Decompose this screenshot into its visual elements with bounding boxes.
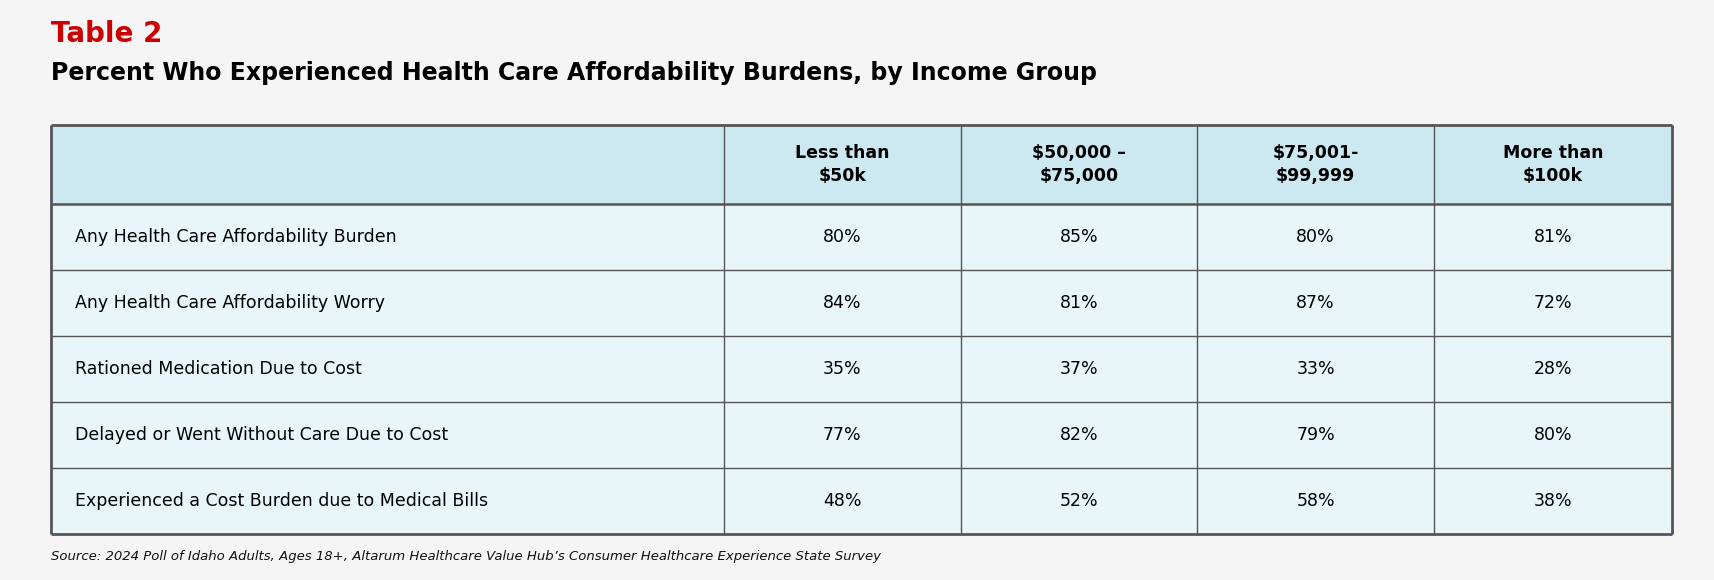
Text: Table 2: Table 2 — [51, 20, 163, 48]
Text: 80%: 80% — [1296, 229, 1333, 246]
Text: Percent Who Experienced Health Care Affordability Burdens, by Income Group: Percent Who Experienced Health Care Affo… — [51, 61, 1097, 85]
Text: 37%: 37% — [1059, 360, 1097, 378]
Text: 80%: 80% — [1532, 426, 1572, 444]
Bar — [51, 270, 1671, 336]
Text: More than
$100k: More than $100k — [1501, 144, 1603, 184]
Text: 77%: 77% — [823, 426, 860, 444]
Text: Source: 2024 Poll of Idaho Adults, Ages 18+, Altarum Healthcare Value Hub’s Cons: Source: 2024 Poll of Idaho Adults, Ages … — [51, 550, 881, 563]
Text: Any Health Care Affordability Worry: Any Health Care Affordability Worry — [75, 294, 386, 312]
Text: Less than
$50k: Less than $50k — [795, 144, 890, 184]
Text: 33%: 33% — [1296, 360, 1333, 378]
Text: $50,000 –
$75,000: $50,000 – $75,000 — [1032, 144, 1124, 184]
Text: $75,001-
$99,999: $75,001- $99,999 — [1272, 144, 1357, 184]
Text: 87%: 87% — [1296, 294, 1333, 312]
Text: 81%: 81% — [1532, 229, 1572, 246]
Bar — [51, 467, 1671, 534]
Text: 72%: 72% — [1532, 294, 1572, 312]
Text: 52%: 52% — [1059, 492, 1097, 510]
Text: Experienced a Cost Burden due to Medical Bills: Experienced a Cost Burden due to Medical… — [75, 492, 488, 510]
Bar — [51, 125, 1671, 204]
Text: 81%: 81% — [1059, 294, 1097, 312]
Text: 58%: 58% — [1296, 492, 1333, 510]
Text: 80%: 80% — [823, 229, 860, 246]
Text: 48%: 48% — [823, 492, 860, 510]
Text: Any Health Care Affordability Burden: Any Health Care Affordability Burden — [75, 229, 398, 246]
Text: 84%: 84% — [823, 294, 860, 312]
Text: Rationed Medication Due to Cost: Rationed Medication Due to Cost — [75, 360, 362, 378]
Text: 28%: 28% — [1532, 360, 1572, 378]
Text: 85%: 85% — [1059, 229, 1097, 246]
Bar — [51, 336, 1671, 402]
Bar — [51, 204, 1671, 270]
Text: Delayed or Went Without Care Due to Cost: Delayed or Went Without Care Due to Cost — [75, 426, 449, 444]
Text: 35%: 35% — [823, 360, 860, 378]
Bar — [51, 402, 1671, 467]
Text: 38%: 38% — [1532, 492, 1572, 510]
Text: 79%: 79% — [1296, 426, 1333, 444]
Text: 82%: 82% — [1059, 426, 1097, 444]
